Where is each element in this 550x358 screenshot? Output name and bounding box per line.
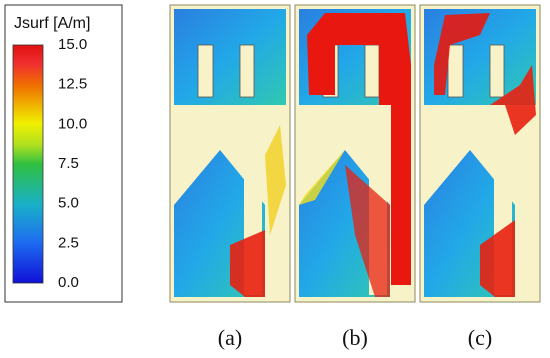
colorbar — [12, 44, 44, 284]
panel-a — [169, 4, 291, 303]
colorbar-tick-label: 10.0 — [58, 115, 87, 132]
colorbar-tick-label: 5.0 — [58, 195, 79, 212]
colorbar-tick-label: 15.0 — [58, 36, 87, 53]
panel-label: (c) — [468, 325, 492, 350]
panel-label: (b) — [342, 325, 368, 350]
colorbar-ticks: 15.0 12.5 10.0 7.5 5.0 2.5 0.0 — [58, 36, 87, 291]
colorbar-tick-label: 2.5 — [58, 234, 79, 251]
panel-label: (a) — [218, 325, 242, 350]
colorbar-tick-label: 0.0 — [58, 274, 79, 291]
colorbar-tick-label: 12.5 — [58, 76, 87, 93]
colorbar-tick-label: 7.5 — [58, 155, 79, 172]
panel-c — [419, 4, 541, 303]
panel-b — [294, 4, 416, 303]
colorbar-title: Jsurf [A/m] — [14, 15, 90, 32]
